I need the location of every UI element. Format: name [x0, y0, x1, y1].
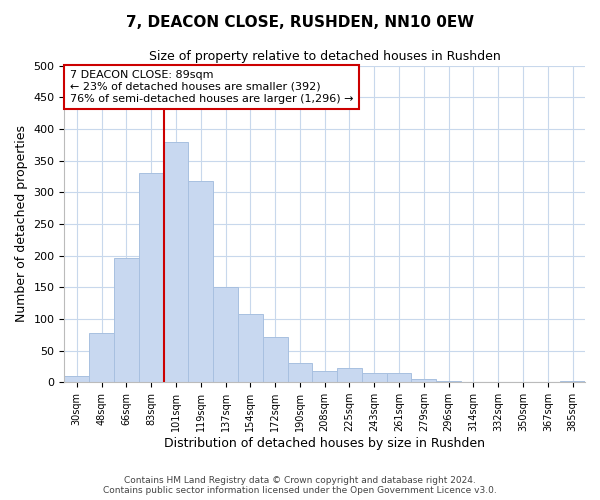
X-axis label: Distribution of detached houses by size in Rushden: Distribution of detached houses by size … [164, 437, 485, 450]
Bar [386, 372, 412, 382]
Bar [412, 379, 436, 382]
Bar [560, 381, 585, 382]
Bar [362, 372, 386, 382]
Bar [313, 372, 337, 382]
Bar [164, 142, 188, 382]
Bar [287, 363, 313, 382]
Bar [436, 381, 461, 382]
Bar [188, 181, 213, 382]
Bar [64, 376, 89, 382]
Bar [89, 333, 114, 382]
Y-axis label: Number of detached properties: Number of detached properties [15, 126, 28, 322]
Text: 7, DEACON CLOSE, RUSHDEN, NN10 0EW: 7, DEACON CLOSE, RUSHDEN, NN10 0EW [126, 15, 474, 30]
Bar [213, 287, 238, 382]
Text: Contains HM Land Registry data © Crown copyright and database right 2024.
Contai: Contains HM Land Registry data © Crown c… [103, 476, 497, 495]
Bar [114, 258, 139, 382]
Title: Size of property relative to detached houses in Rushden: Size of property relative to detached ho… [149, 50, 500, 63]
Bar [337, 368, 362, 382]
Bar [139, 173, 164, 382]
Bar [263, 336, 287, 382]
Text: 7 DEACON CLOSE: 89sqm
← 23% of detached houses are smaller (392)
76% of semi-det: 7 DEACON CLOSE: 89sqm ← 23% of detached … [70, 70, 353, 104]
Bar [238, 314, 263, 382]
